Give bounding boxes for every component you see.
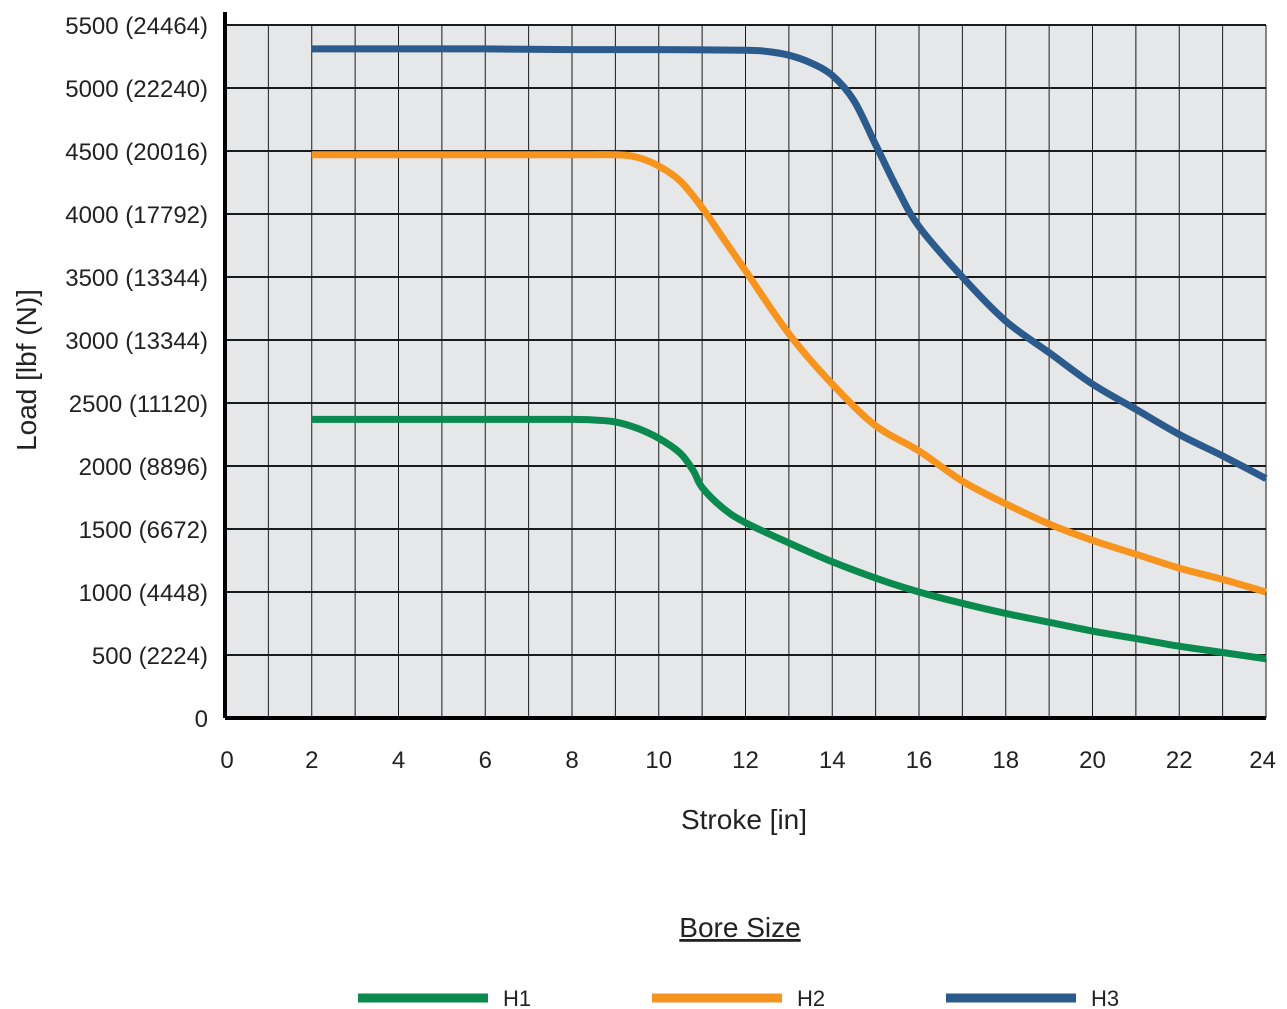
x-tick-label: 20 — [1079, 747, 1106, 774]
x-axis-label: Stroke [in] — [681, 804, 807, 835]
horizontal-gridlines — [225, 24, 1266, 656]
legend-label-h3: H3 — [1091, 986, 1119, 1009]
y-tick-label: 1500 (6672) — [79, 517, 208, 544]
x-tick-label: 16 — [906, 747, 933, 774]
axes — [223, 12, 1266, 720]
y-tick-label: 2000 (8896) — [79, 454, 208, 481]
x-tick-label: 14 — [819, 747, 846, 774]
y-tick-label: 1000 (4448) — [79, 580, 208, 607]
y-tick-label: 2500 (11120) — [69, 391, 208, 418]
y-tick-label: 0 — [195, 706, 208, 733]
x-tick-label: 2 — [305, 747, 318, 774]
y-tick-label: 4500 (20016) — [65, 139, 208, 166]
x-tick-labels: 0 2 4 6 8 10 12 14 16 18 20 22 24 — [220, 747, 1276, 774]
y-tick-label: 5000 (22240) — [65, 76, 208, 103]
legend: H1 H2 H3 — [358, 986, 1119, 1009]
x-tick-label: 18 — [992, 747, 1019, 774]
x-tick-label: 10 — [645, 747, 672, 774]
y-tick-label: 5500 (24464) — [65, 13, 208, 40]
vertical-gridlines — [267, 25, 1267, 718]
y-tick-labels: 0 500 (2224) 1000 (4448) 1500 (6672) 2000 (8… — [65, 13, 208, 733]
series-lines — [311, 45, 1268, 663]
legend-title: Bore Size — [679, 912, 800, 943]
legend-label-h2: H2 — [797, 986, 825, 1009]
series-line-h1 — [311, 415, 1267, 663]
y-axis-label: Load [lbf (N)] — [11, 289, 42, 451]
x-tick-label: 4 — [392, 747, 405, 774]
y-tick-label: 3500 (13344) — [65, 265, 208, 292]
x-tick-label: 8 — [565, 747, 578, 774]
x-tick-label: 12 — [732, 747, 759, 774]
x-tick-label: 22 — [1166, 747, 1193, 774]
x-tick-label: 0 — [220, 747, 233, 774]
y-tick-label: 3000 (13344) — [65, 328, 208, 355]
y-tick-label: 500 (2224) — [92, 643, 208, 670]
series-line-h3 — [311, 45, 1268, 482]
legend-label-h1: H1 — [503, 986, 531, 1009]
series-line-h2 — [311, 151, 1267, 596]
y-tick-label: 4000 (17792) — [65, 202, 208, 229]
x-tick-label: 24 — [1249, 747, 1276, 774]
x-tick-label: 6 — [479, 747, 492, 774]
